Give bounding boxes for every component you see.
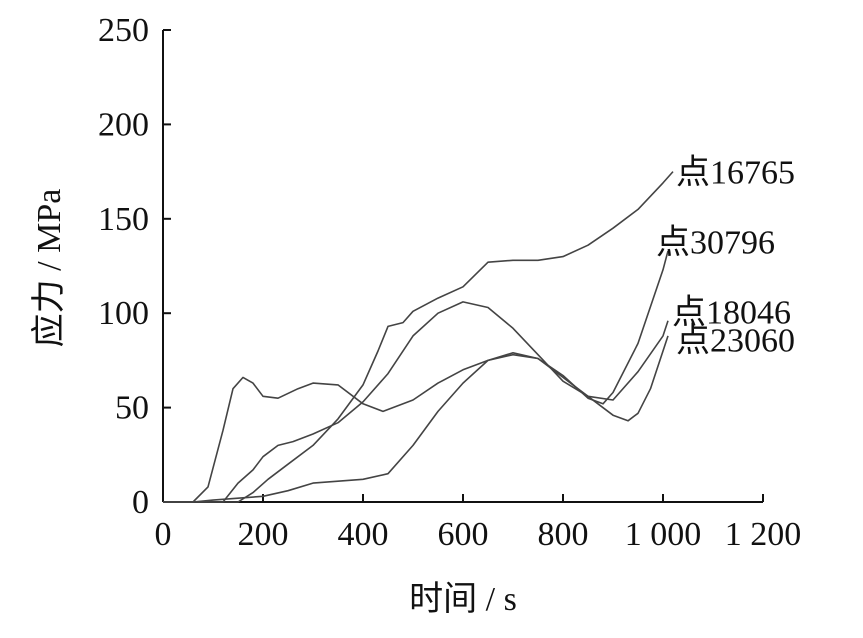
y-tick-label: 0	[132, 484, 149, 521]
ticks: 0 200 400 600 800 1 000 1 200 0 50 100 150 200 250	[98, 12, 801, 553]
x-tick-label: 0	[155, 516, 172, 553]
series-label-2: 点30796	[656, 223, 775, 261]
x-tick-label: 600	[438, 516, 489, 553]
x-tick-label: 1 200	[725, 516, 802, 553]
x-tick-label: 1 000	[625, 516, 702, 553]
y-tick-label: 100	[98, 295, 149, 332]
y-axis-title: 应力 / MPa	[30, 189, 68, 348]
axes	[162, 30, 763, 503]
y-tick-label: 150	[98, 201, 149, 238]
series-line-1	[163, 335, 669, 503]
x-tick-label: 200	[238, 516, 289, 553]
series-labels: 点23060 点30796 点18046 点16765	[656, 154, 795, 360]
series-line-2	[163, 250, 669, 503]
x-tick-label: 400	[338, 516, 389, 553]
series-label-3: 点18046	[672, 293, 791, 331]
series-label-1: 点23060	[676, 322, 795, 360]
y-tick-label: 250	[98, 12, 149, 49]
series-line-3	[163, 301, 669, 503]
y-tick-label: 50	[115, 390, 149, 427]
y-tick-label: 200	[98, 106, 149, 143]
x-axis-title: 时间 / s	[409, 581, 517, 618]
series-lines	[163, 171, 674, 503]
x-tick-label: 800	[538, 516, 589, 553]
series-label-4: 点16765	[676, 154, 795, 192]
series-line-4	[163, 171, 674, 503]
